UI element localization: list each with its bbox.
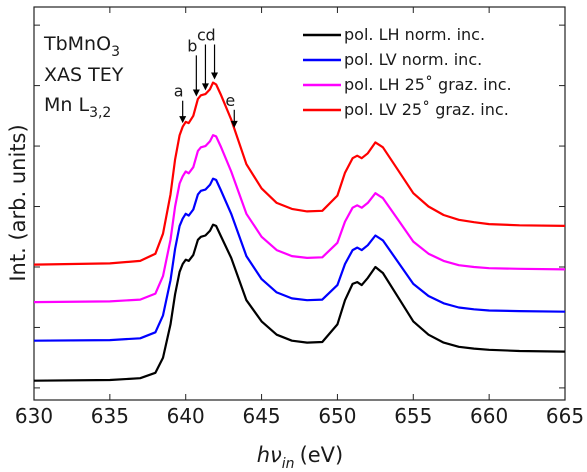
- arrow-label-e: e: [225, 91, 235, 110]
- arrow-a-head: [179, 116, 187, 124]
- note-line-2: XAS TEY: [44, 64, 124, 86]
- legend-label-1: pol. LH norm. inc.: [344, 25, 485, 44]
- series-line-2: [33, 177, 566, 342]
- x-tick-label: 640: [167, 404, 205, 428]
- series-line-3: [33, 134, 566, 304]
- series-line-4: [33, 81, 566, 266]
- legend-label-2: pol. LV norm. inc.: [344, 50, 482, 69]
- x-tick-label: 665: [546, 404, 584, 428]
- sample-annotation: TbMnO3 XAS TEY Mn L3,2: [43, 33, 124, 121]
- x-axis-ticks: 630 635 640 645 650 655 660 665: [15, 7, 584, 428]
- arrow-e-head: [230, 120, 238, 128]
- x-tick-label: 645: [242, 404, 280, 428]
- legend: pol. LH norm. inc. pol. LV norm. inc. pol.…: [303, 25, 512, 119]
- x-tick-label: 655: [394, 404, 432, 428]
- series-line-1: [33, 223, 566, 382]
- arrow-label-a: a: [174, 82, 184, 101]
- x-tick-label: 660: [470, 404, 508, 428]
- note-line-1: TbMnO3: [43, 33, 120, 60]
- x-tick-label: 630: [15, 404, 53, 428]
- spectra-traces: [33, 81, 566, 382]
- plot-frame: [33, 6, 566, 401]
- x-tick-label: 635: [91, 404, 129, 428]
- arrow-c-head: [201, 83, 209, 91]
- arrow-d-head: [211, 72, 219, 80]
- y-axis-ticks: [34, 24, 565, 389]
- arrow-b-head: [192, 89, 200, 97]
- legend-label-3: pol. LH 25˚ graz. inc.: [344, 75, 512, 94]
- note-line-3: Mn L3,2: [44, 94, 111, 121]
- y-axis-title: Int. (arb. units): [6, 124, 30, 281]
- feature-arrows: a bc d e: [174, 25, 238, 128]
- legend-label-4: pol. LV 25˚ graz. inc.: [344, 100, 509, 119]
- arrow-label-c: c: [197, 25, 206, 44]
- x-tick-label: 650: [318, 404, 356, 428]
- arrow-label-d: d: [205, 25, 215, 44]
- arrow-label-b: b: [187, 36, 197, 55]
- x-axis-title: hνin (eV): [257, 443, 343, 472]
